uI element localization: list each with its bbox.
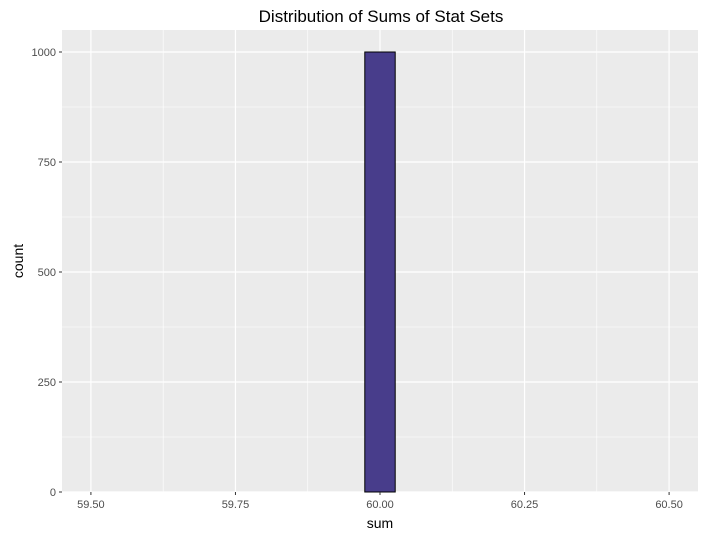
y-tick-label: 500 [38, 267, 56, 279]
x-tick-label: 59.50 [77, 499, 105, 511]
histogram-bar [364, 51, 396, 493]
y-axis: 0 250 500 750 1000 [32, 47, 62, 499]
x-axis-label: sum [367, 515, 393, 531]
y-tick-label: 750 [38, 157, 56, 169]
y-tick-label: 1000 [32, 47, 56, 59]
chart-title: Distribution of Sums of Stat Sets [259, 7, 504, 26]
x-axis: 59.50 59.75 60.00 60.25 60.50 [77, 492, 683, 511]
x-tick-label: 60.25 [511, 499, 539, 511]
y-axis-label: count [10, 244, 26, 278]
x-tick-label: 60.50 [655, 499, 683, 511]
x-tick-label: 59.75 [222, 499, 250, 511]
x-tick-label: 60.00 [366, 499, 394, 511]
y-tick-label: 0 [50, 487, 56, 499]
y-tick-label: 250 [38, 377, 56, 389]
histogram-bars [364, 51, 396, 493]
